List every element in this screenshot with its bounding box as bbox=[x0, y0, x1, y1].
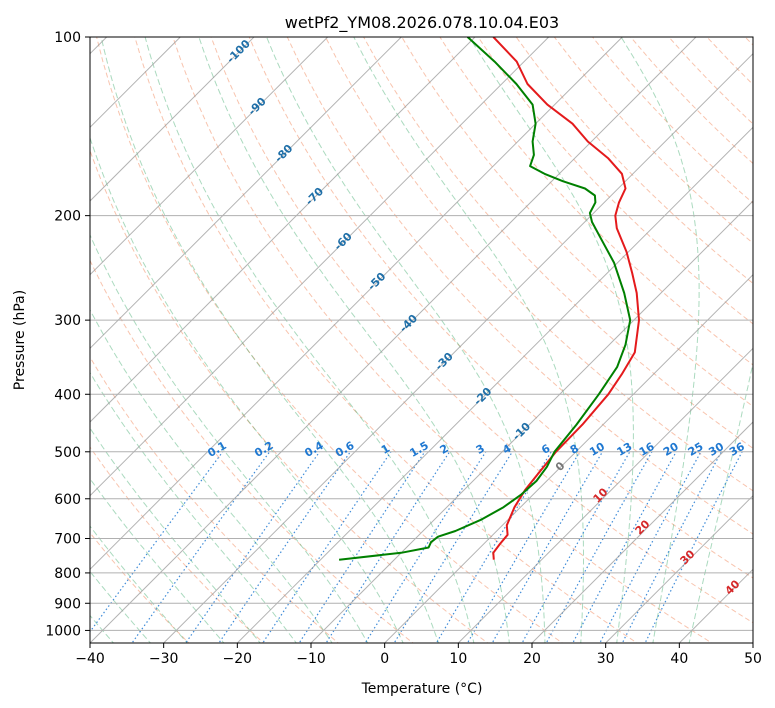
mixing-ratio-line bbox=[572, 451, 677, 643]
dry-adiabat-line bbox=[90, 531, 190, 643]
x-tick-label: 40 bbox=[670, 651, 688, 667]
dry-adiabat-line bbox=[324, 37, 753, 492]
mixing-ratio-line bbox=[466, 451, 581, 643]
moist-adiabat-line bbox=[144, 37, 475, 643]
isotherm-line bbox=[457, 347, 753, 643]
dry-adiabat-line bbox=[90, 446, 265, 643]
y-tick-label: 400 bbox=[54, 387, 81, 403]
mixing-ratio-line bbox=[621, 451, 722, 643]
y-tick-label: 700 bbox=[54, 532, 81, 548]
mixing-ratio-line bbox=[90, 451, 224, 633]
mixing-ratio-line bbox=[491, 451, 604, 643]
y-tick-label: 800 bbox=[54, 566, 81, 582]
x-tick-label: −10 bbox=[296, 651, 326, 667]
background-lines bbox=[90, 37, 753, 643]
x-tick-label: −40 bbox=[75, 651, 105, 667]
moist-adiabat-line bbox=[353, 37, 584, 643]
dry-adiabat-line bbox=[401, 37, 753, 407]
y-tick-label: 200 bbox=[54, 209, 81, 225]
isotherm-line bbox=[90, 37, 476, 423]
dry-adiabat-line bbox=[90, 259, 414, 643]
chart-title: wetPf2_YM08.2026.078.10.04.E03 bbox=[285, 13, 559, 33]
isotherm-line bbox=[531, 421, 753, 643]
x-axis-label: Temperature (°C) bbox=[361, 681, 483, 697]
x-tick-label: 50 bbox=[744, 651, 762, 667]
dry-adiabat-line bbox=[363, 37, 753, 449]
isotherm-line bbox=[384, 273, 753, 643]
mixing-ratio-line bbox=[298, 451, 426, 643]
x-tick-label: 0 bbox=[380, 651, 389, 667]
mixing-ratio-line bbox=[262, 451, 392, 643]
dewpoint-line bbox=[338, 37, 632, 561]
y-tick-label: 1000 bbox=[45, 623, 81, 639]
y-tick-label: 500 bbox=[54, 445, 81, 461]
x-tick-label: 30 bbox=[597, 651, 615, 667]
moist-adiabat-line bbox=[90, 371, 297, 643]
dry-adiabat-line bbox=[477, 37, 753, 325]
y-tick-label: 100 bbox=[54, 30, 81, 46]
y-tick-label: 600 bbox=[54, 492, 81, 508]
dry-adiabat-line bbox=[515, 37, 753, 285]
mixing-ratio-line bbox=[218, 451, 351, 643]
y-tick-label: 300 bbox=[54, 313, 81, 329]
x-tick-label: −20 bbox=[223, 651, 253, 667]
plot-frame bbox=[89, 36, 754, 644]
isotherm-line bbox=[90, 37, 329, 276]
mixing-ratio-line bbox=[185, 451, 321, 643]
isotherm-line bbox=[163, 52, 753, 643]
isotherm-line bbox=[605, 494, 753, 643]
y-tick-label: 900 bbox=[54, 596, 81, 612]
isotherm-line bbox=[90, 37, 255, 202]
dry-adiabat-line bbox=[286, 37, 753, 535]
mixing-ratio-line bbox=[393, 451, 513, 643]
profile-series bbox=[338, 37, 640, 561]
moist-adiabat-line bbox=[620, 37, 700, 643]
mixing-ratio-line bbox=[599, 451, 702, 643]
isotherm-line bbox=[90, 37, 550, 497]
y-axis-label: Pressure (hPa) bbox=[12, 290, 28, 390]
dry-adiabat-line bbox=[96, 37, 564, 643]
x-tick-label: 10 bbox=[449, 651, 467, 667]
x-tick-label: −30 bbox=[149, 651, 179, 667]
isotherm-line bbox=[90, 37, 402, 350]
temperature-line bbox=[492, 37, 640, 560]
isotherm-line bbox=[310, 200, 753, 643]
isotherm-line bbox=[90, 37, 623, 571]
isotherm-line bbox=[236, 126, 753, 643]
dry-adiabat-line bbox=[90, 149, 489, 643]
axes: −40 −30 −20 −10 0 10 20 30 40 50 1000 900 800 700 600 5… bbox=[45, 30, 762, 667]
dry-adiabat-line bbox=[172, 37, 713, 643]
dry-adiabat-line bbox=[90, 356, 339, 643]
mixing-ratio-line bbox=[325, 451, 451, 643]
dry-adiabat-line bbox=[134, 37, 638, 643]
moist-adiabat-line bbox=[468, 37, 634, 643]
isotherm-line bbox=[90, 37, 697, 643]
x-tick-label: 20 bbox=[523, 651, 541, 667]
